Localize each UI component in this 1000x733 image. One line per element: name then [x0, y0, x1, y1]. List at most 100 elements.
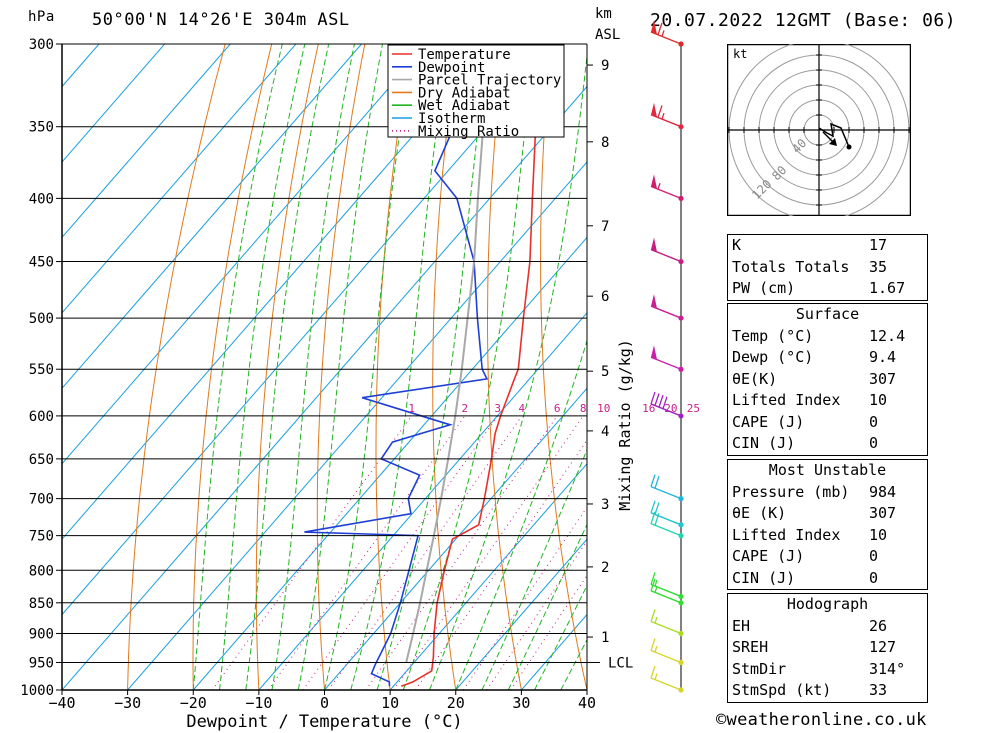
index-label: K [732, 236, 742, 254]
wind-barb-flag [650, 391, 656, 405]
surface-row: CIN (J) 0 [728, 433, 927, 455]
wet-adiabat [271, 44, 355, 690]
wind-barb-dot [678, 659, 684, 666]
most-unstable-row: CAPE (J) 0 [728, 546, 927, 568]
pressure-tick-label: 950 [29, 655, 54, 671]
wet-adiabat [429, 52, 587, 690]
mixing-ratio-label: 25 [687, 402, 700, 415]
mixing-ratio-line [302, 415, 499, 690]
km-tick-label: 8 [601, 135, 609, 151]
mixing-ratio-line [486, 539, 587, 690]
mixing-ratio-label: 10 [597, 402, 610, 415]
hodograph-row: EH 26 [728, 616, 927, 638]
most-unstable-value: 984 [869, 482, 897, 501]
wind-barb-shaft [650, 649, 682, 664]
most-unstable-value: 0 [869, 568, 879, 587]
surface-label: θE(K) [732, 369, 778, 388]
wet-adiabat [297, 44, 383, 690]
most-unstable-row: CIN (J) 0 [728, 568, 927, 590]
wind-barb-dot [678, 533, 684, 539]
hodograph-value: 26 [869, 616, 888, 635]
wind-barb [650, 102, 684, 130]
surface-row: Temp (°C) 12.4 [728, 326, 927, 348]
hodograph-value: 33 [869, 681, 888, 699]
wind-barb-shaft [650, 583, 682, 598]
most-unstable-label: CAPE (J) [732, 547, 805, 565]
wind-barb [650, 174, 684, 201]
km-tick-label: 3 [601, 497, 609, 513]
dry-adiabat [316, 44, 366, 690]
lcl-label: LCL [608, 655, 633, 671]
mixing-ratio-label: 4 [519, 402, 526, 415]
wind-barb-shaft [650, 403, 682, 417]
temperature-tick-label: 30 [512, 694, 530, 712]
hodograph-end-point [846, 144, 852, 150]
wind-barb-shaft [650, 114, 682, 128]
wind-barb-pennant [651, 20, 657, 35]
wind-barb-flag [654, 393, 660, 406]
mixing-ratio-label: 1 [408, 402, 415, 415]
legend-label: Parcel Trajectory [418, 73, 561, 89]
surface-value: 10 [869, 391, 888, 409]
most-unstable-title: Most Unstable [768, 461, 887, 479]
pressure-tick-label: 600 [29, 409, 54, 425]
wet-adiabat [324, 44, 415, 690]
km-tick-label: 5 [601, 364, 609, 380]
pressure-tick-label: 300 [29, 37, 54, 53]
isotherm-line [389, 462, 587, 690]
index-row: Totals Totals 35 [728, 257, 927, 279]
mixing-ratio-line [462, 506, 587, 690]
wind-barb-half-flag [654, 673, 658, 680]
wind-barb-shaft [650, 620, 682, 635]
wind-barb-pennant [651, 345, 657, 360]
wind-barb-flag [657, 105, 663, 118]
wind-barb [650, 237, 684, 265]
mixing-ratio-line [415, 439, 587, 690]
temperature-tick-label: 10 [381, 694, 399, 712]
x-axis-label: Dewpoint / Temperature (°C) [186, 712, 462, 732]
pressure-tick-label: 450 [29, 255, 54, 271]
surface-value: 0 [869, 434, 879, 452]
index-top-table: K 17 Totals Totals 35 PW (cm) 1.67 [727, 234, 928, 301]
surface-row: Dewp (°C) 9.4 [728, 347, 927, 369]
surface-label: CAPE (J) [732, 412, 805, 431]
wind-barb-flag [650, 474, 656, 487]
wind-barb-half-flag [657, 182, 661, 190]
mixing-ratio-axis-label: Mixing Ratio (g/kg) [616, 339, 634, 511]
datetime-title: 20.07.2022 12GMT (Base: 06) [650, 10, 957, 31]
index-value: 17 [869, 236, 888, 254]
temperature-tick-label: 40 [578, 694, 596, 712]
most-unstable-value: 307 [869, 504, 897, 522]
isotherm-line [62, 85, 587, 690]
surface-table: Surface Temp (°C) 12.4 Dewp (°C) 9.4 θE(K) 30… [727, 303, 928, 456]
hodograph-value: 314° [869, 659, 906, 678]
copyright-link[interactable]: ©weatheronline.co.uk [716, 710, 927, 730]
km-tick-label: 1 [601, 630, 609, 646]
pressure-tick-label: 1000 [20, 683, 54, 699]
most-unstable-row: Lifted Index 10 [728, 525, 927, 547]
wind-barb [650, 665, 684, 693]
temperature-tick-label: −10 [245, 694, 272, 712]
pressure-tick-label: 800 [29, 563, 54, 579]
legend-label: Mixing Ratio [418, 124, 519, 140]
location-title: 50°00'N 14°26'E 304m ASL [92, 10, 350, 30]
pressure-tick-label: 500 [29, 311, 54, 327]
wet-adiabat [507, 523, 587, 690]
pressure-tick-label: 400 [29, 191, 54, 207]
hodograph-table: Hodograph EH 26 SREH 127 StmDir 314° StmSpd (k… [727, 593, 928, 703]
index-value: 1.67 [869, 279, 906, 297]
surface-label: CIN (J) [732, 434, 796, 452]
wind-barb-half-flag [654, 579, 658, 587]
mixing-ratio-line [510, 574, 587, 690]
most-unstable-row: θE (K) 307 [728, 503, 927, 525]
most-unstable-value: 0 [869, 547, 879, 565]
dry-adiabat [192, 44, 273, 690]
mixing-ratio-label: 20 [664, 402, 677, 415]
wind-barb-flag [650, 609, 656, 622]
legend-box [387, 44, 565, 138]
surface-row: Lifted Index 10 [728, 390, 927, 412]
hodograph-value: 127 [869, 638, 897, 656]
surface-label: Temp (°C) [732, 326, 814, 345]
